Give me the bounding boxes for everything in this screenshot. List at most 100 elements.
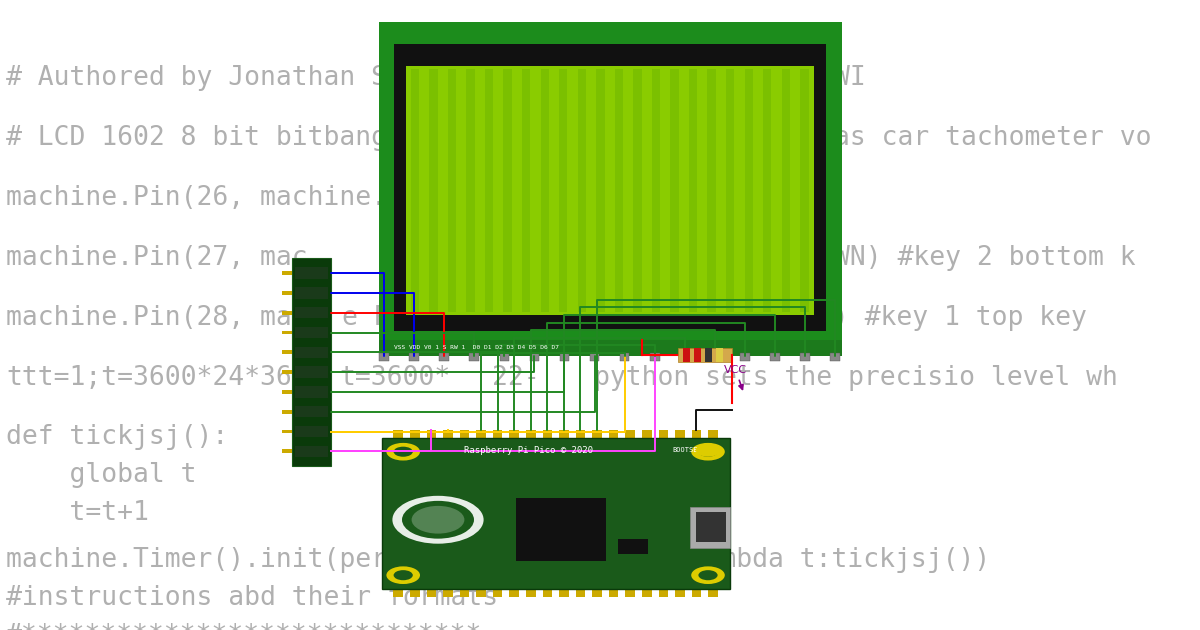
Bar bbox=[708, 69, 715, 312]
Bar bbox=[593, 588, 602, 597]
Text: # LCD 1602 8 bit bitbang Fo: # LCD 1602 8 bit bitbang Fo bbox=[6, 125, 434, 151]
Text: t=3600*: t=3600* bbox=[340, 365, 451, 391]
Bar bbox=[676, 588, 685, 597]
Circle shape bbox=[386, 566, 420, 584]
Bar bbox=[529, 353, 539, 361]
Bar bbox=[559, 588, 569, 597]
Bar bbox=[589, 353, 599, 361]
Text: ttt=1;t=3600*24*366: ttt=1;t=3600*24*366 bbox=[6, 365, 307, 391]
Circle shape bbox=[698, 447, 718, 457]
Bar bbox=[282, 449, 292, 453]
Text: as car tachometer vo: as car tachometer vo bbox=[834, 125, 1152, 151]
Bar bbox=[726, 69, 734, 312]
Bar bbox=[485, 69, 493, 312]
Text: machine.Pin(28, mac: machine.Pin(28, mac bbox=[6, 305, 307, 331]
Bar bbox=[576, 588, 586, 597]
Bar bbox=[282, 311, 292, 314]
Bar bbox=[295, 426, 328, 437]
Bar bbox=[460, 430, 469, 438]
Text: e Pin.IN,: e Pin.IN, bbox=[342, 305, 485, 331]
Bar bbox=[282, 430, 292, 433]
Bar bbox=[282, 291, 292, 295]
Bar bbox=[696, 512, 726, 542]
Text: python sets the precisio level wh: python sets the precisio level wh bbox=[594, 365, 1118, 391]
Circle shape bbox=[696, 444, 720, 457]
Bar bbox=[379, 340, 842, 356]
Bar bbox=[781, 69, 790, 312]
Bar bbox=[509, 430, 518, 438]
Bar bbox=[740, 353, 750, 361]
Bar bbox=[680, 353, 690, 361]
Bar bbox=[499, 353, 509, 361]
Bar bbox=[652, 69, 660, 312]
Text: #*****************************: #***************************** bbox=[6, 623, 482, 630]
Bar bbox=[559, 69, 568, 312]
Bar bbox=[504, 69, 511, 312]
Bar bbox=[426, 588, 436, 597]
Bar bbox=[716, 348, 724, 362]
Bar bbox=[691, 588, 701, 597]
Bar bbox=[295, 367, 328, 378]
Text: #instructions abd their formats: #instructions abd their formats bbox=[6, 585, 498, 611]
Bar bbox=[469, 353, 479, 361]
Bar bbox=[659, 430, 668, 438]
Bar bbox=[493, 588, 503, 597]
Bar bbox=[282, 272, 292, 275]
Bar bbox=[295, 406, 328, 418]
Bar bbox=[642, 430, 652, 438]
Bar bbox=[426, 430, 436, 438]
Bar bbox=[690, 507, 730, 548]
Bar bbox=[443, 430, 452, 438]
Bar bbox=[642, 588, 652, 597]
Bar bbox=[625, 430, 635, 438]
Text: WN) #key 2 bottom k: WN) #key 2 bottom k bbox=[834, 245, 1135, 271]
Bar bbox=[394, 588, 403, 597]
Bar bbox=[608, 430, 618, 438]
Bar bbox=[410, 69, 419, 312]
Circle shape bbox=[691, 443, 725, 461]
Bar bbox=[448, 69, 456, 312]
Text: PULL_DOWN) #key 1 top key: PULL_DOWN) #key 1 top key bbox=[690, 305, 1087, 331]
Bar bbox=[608, 588, 618, 597]
Text: # Authored by Jonathan Sco: # Authored by Jonathan Sco bbox=[6, 66, 419, 91]
Bar bbox=[671, 69, 679, 312]
Text: WI: WI bbox=[834, 66, 865, 91]
Bar bbox=[683, 348, 690, 362]
Bar bbox=[542, 588, 552, 597]
Bar bbox=[708, 588, 718, 597]
Bar bbox=[596, 69, 605, 312]
Bar bbox=[430, 69, 438, 312]
Bar bbox=[650, 353, 660, 361]
Bar bbox=[542, 430, 552, 438]
Bar bbox=[540, 69, 548, 312]
Bar bbox=[830, 353, 840, 361]
Circle shape bbox=[698, 570, 718, 580]
Bar bbox=[694, 348, 701, 362]
Bar bbox=[800, 353, 810, 361]
Bar bbox=[634, 69, 642, 312]
Bar bbox=[526, 430, 535, 438]
Bar bbox=[577, 69, 586, 312]
Bar bbox=[295, 268, 328, 279]
Bar bbox=[406, 66, 814, 315]
Bar bbox=[295, 445, 328, 457]
Text: Raspberry Pi Pico © 2020: Raspberry Pi Pico © 2020 bbox=[463, 446, 593, 455]
Bar bbox=[282, 370, 292, 374]
Bar bbox=[614, 69, 623, 312]
Bar bbox=[744, 69, 752, 312]
Bar bbox=[292, 258, 331, 466]
Bar bbox=[295, 327, 328, 338]
Bar bbox=[659, 588, 668, 597]
Bar bbox=[282, 350, 292, 354]
Text: machine.Pin(26, machine.Pi: machine.Pin(26, machine.Pi bbox=[6, 185, 419, 211]
Bar bbox=[282, 410, 292, 414]
Bar bbox=[676, 430, 685, 438]
Bar bbox=[770, 353, 780, 361]
Bar bbox=[800, 69, 809, 312]
Bar bbox=[493, 430, 503, 438]
Bar bbox=[460, 588, 469, 597]
Bar bbox=[620, 353, 630, 361]
Bar bbox=[295, 287, 328, 299]
Circle shape bbox=[394, 570, 413, 580]
Bar bbox=[689, 69, 697, 312]
